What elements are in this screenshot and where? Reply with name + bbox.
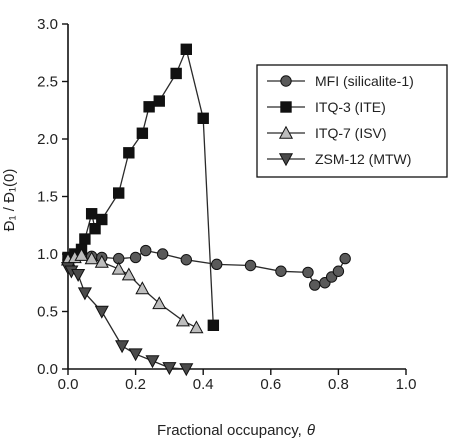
legend: MFI (silicalite-1) ITQ-3 (ITE) ITQ-7 (ISV)… (256, 64, 448, 178)
square-marker (85, 208, 98, 220)
tick-labels: 0.0 0.2 0.4 0.6 0.8 1.0 0.0 0.5 1.0 1.5 2.0 2.5 3.0 (37, 16, 416, 393)
legend-item: ITQ-3 (ITE) (267, 99, 386, 115)
triangle-up-marker (94, 254, 109, 268)
triangle-up-marker (152, 296, 167, 310)
x-tick-label: 0.8 (328, 376, 349, 393)
square-marker (153, 95, 165, 107)
legend-square-marker (280, 101, 292, 113)
triangle-up-marker (189, 320, 204, 334)
x-axis-label-symbol: θ (307, 422, 315, 439)
series-points-3 (60, 247, 204, 334)
square-marker (180, 43, 193, 55)
y-tick-label: 3.0 (37, 16, 58, 33)
x-axis-label-text: Fractional occupancy, (157, 422, 302, 439)
y-tick-label: 0.0 (37, 361, 58, 378)
square-marker (96, 213, 108, 226)
legend-item: ZSM-12 (MTW) (267, 151, 411, 167)
series-line-2 (67, 47, 214, 326)
y-tick-label: 1.0 (37, 246, 58, 263)
triangle-down-marker (115, 340, 130, 354)
square-marker (207, 319, 220, 332)
triangle-down-marker (77, 287, 92, 301)
square-marker (136, 127, 149, 139)
circle-marker (244, 259, 257, 272)
circle-marker (275, 265, 287, 277)
triangle-down-marker (179, 363, 194, 377)
circle-marker (156, 248, 169, 260)
legend-circle-marker (280, 75, 292, 87)
series-line-4 (67, 267, 187, 370)
legend-item: MFI (silicalite-1) (267, 73, 414, 89)
triangle-up-marker (175, 313, 190, 327)
y-tick-label: 2.0 (37, 131, 58, 148)
x-tick-label: 0.4 (193, 376, 214, 393)
square-marker (143, 101, 155, 113)
circle-marker (180, 254, 193, 266)
x-tick-label: 0.6 (260, 376, 281, 393)
legend-label: ZSM-12 (MTW) (315, 151, 411, 167)
triangle-up-marker (121, 267, 136, 281)
legend-label: MFI (silicalite-1) (315, 73, 414, 89)
triangle-up-marker (135, 281, 150, 295)
circle-marker (339, 252, 351, 265)
legend-triangle-up-marker (278, 125, 294, 139)
series-points-1 (62, 244, 351, 291)
circle-marker (302, 266, 314, 279)
series-line-1 (67, 249, 346, 286)
y-tick-label: 2.5 (37, 74, 58, 91)
y-tick-label: 0.5 (37, 304, 58, 321)
y-tick-label: 1.5 (37, 189, 58, 206)
square-marker (123, 147, 135, 159)
triangle-down-marker (162, 362, 177, 376)
legend-label: ITQ-3 (ITE) (315, 99, 386, 115)
legend-items: MFI (silicalite-1) ITQ-3 (ITE) ITQ-7 (ISV)… (267, 73, 414, 167)
y-axis-label: Đ₁ / Đ₁(0) (1, 169, 18, 232)
circle-marker (140, 244, 152, 257)
triangle-up-marker (111, 261, 126, 275)
series-markers (60, 43, 351, 377)
square-marker (197, 112, 209, 124)
circle-marker (211, 258, 223, 271)
series-points-4 (60, 262, 194, 377)
triangle-up-marker (84, 251, 99, 265)
legend-item: ITQ-7 (ISV) (267, 125, 387, 141)
triangle-up-marker (74, 247, 89, 261)
triangle-down-marker (145, 355, 160, 369)
square-marker (79, 233, 91, 245)
legend-triangle-down-marker (278, 153, 294, 167)
square-marker (89, 223, 101, 235)
circle-marker (309, 279, 321, 291)
circle-marker (129, 251, 142, 264)
x-tick-label: 0.2 (125, 376, 146, 393)
circle-marker (332, 265, 345, 277)
triangle-down-marker (94, 305, 109, 319)
legend-label: ITQ-7 (ISV) (315, 125, 387, 141)
square-marker (170, 67, 182, 80)
x-axis-label: Fractional occupancy, θ (157, 422, 315, 439)
triangle-down-marker (71, 269, 86, 282)
x-tick-label: 1.0 (396, 376, 417, 393)
square-marker (113, 187, 125, 199)
x-tick-label: 0.0 (58, 376, 79, 393)
triangle-down-marker (128, 348, 143, 362)
